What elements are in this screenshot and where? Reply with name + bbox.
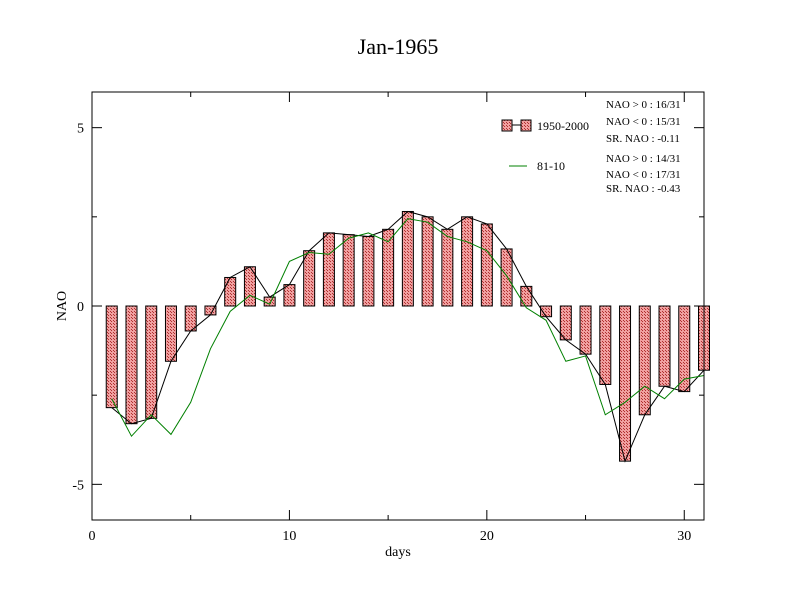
bar-day-25: [579, 305, 592, 355]
bar-day-4: [164, 305, 177, 362]
bar-day-11: [303, 250, 316, 307]
legend-label-81-10: 81-10: [537, 159, 565, 173]
bar-day-13: [342, 234, 355, 307]
bar-day-28: [638, 305, 651, 416]
bar-day-7: [224, 276, 237, 307]
bar-day-12: [322, 232, 335, 307]
y-axis-label: NAO: [55, 291, 70, 321]
legend-item-line: 81-10: [509, 159, 565, 173]
bar-day-27: [619, 305, 632, 462]
bar-day-26: [599, 305, 612, 385]
y-tick-label: 0: [77, 300, 84, 315]
bar-day-21: [500, 248, 513, 307]
legend-item-bars: 1950-2000: [501, 119, 589, 133]
bar-day-22: [520, 285, 533, 307]
legend-bar-swatch-2: [520, 119, 532, 132]
y-tick-label: -5: [72, 478, 84, 493]
plot-area: [105, 210, 710, 463]
x-tick-label: 20: [480, 529, 494, 544]
stat-nao-negative: NAO < 0 : 17/31: [606, 169, 681, 181]
x-axis-label: days: [385, 545, 411, 560]
x-tick-label: 30: [677, 529, 691, 544]
bar-day-2: [125, 305, 138, 425]
series-line-81-10: [111, 218, 705, 438]
bar-day-14: [362, 235, 375, 307]
x-tick-label: 10: [282, 529, 296, 544]
stat-nao-negative: NAO < 0 : 15/31: [606, 116, 681, 128]
axis-ticks: 0 10 20 30 -5 0 5: [72, 92, 704, 544]
legend-label-1950-2000: 1950-2000: [537, 119, 589, 133]
bar-day-19: [461, 216, 474, 307]
stats-block-1950-2000: NAO > 0 : 16/31 NAO < 0 : 15/31 SR. NAO …: [606, 99, 681, 145]
x-tick-label: 0: [89, 529, 96, 544]
stat-sr-nao: SR. NAO : -0.43: [606, 183, 681, 195]
stat-nao-positive: NAO > 0 : 14/31: [606, 153, 681, 165]
stats-block-81-10: NAO > 0 : 14/31 NAO < 0 : 17/31 SR. NAO …: [606, 153, 681, 195]
stat-nao-positive: NAO > 0 : 16/31: [606, 99, 681, 111]
bar-day-16: [401, 210, 414, 307]
legend: 1950-2000 81-10: [501, 119, 589, 173]
legend-bar-swatch: [501, 119, 513, 132]
stat-sr-nao: SR. NAO : -0.11: [606, 133, 680, 145]
bar-day-17: [421, 216, 434, 307]
bar-day-15: [382, 228, 395, 307]
bar-day-29: [658, 305, 671, 387]
bar-day-18: [441, 228, 454, 307]
y-tick-label: 5: [77, 122, 84, 137]
series-line-1950-2000: [111, 210, 705, 463]
bar-day-20: [480, 223, 493, 307]
bar-day-1: [105, 305, 118, 409]
bar-day-3: [145, 305, 158, 419]
bar-day-10: [283, 284, 296, 307]
chart-title: Jan-1965: [358, 34, 439, 59]
